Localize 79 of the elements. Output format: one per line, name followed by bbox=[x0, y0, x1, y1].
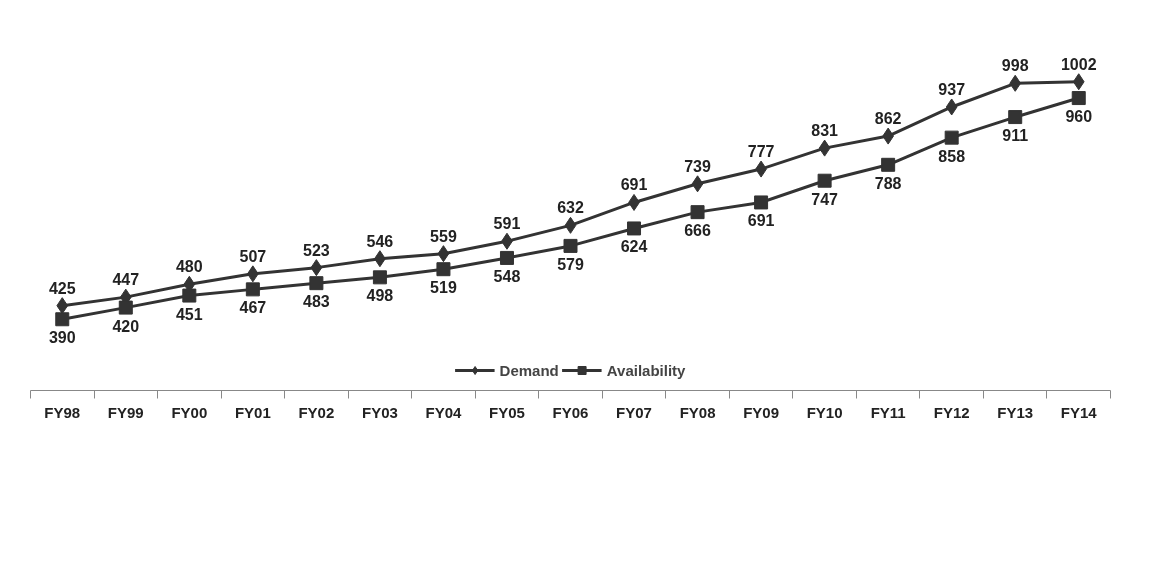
point bbox=[690, 205, 705, 220]
data-label: 498 bbox=[366, 287, 394, 305]
data-label: 998 bbox=[1001, 57, 1029, 75]
point bbox=[944, 130, 959, 145]
point bbox=[817, 173, 832, 188]
data-label: 447 bbox=[112, 271, 140, 289]
x-tick-label: FY07 bbox=[616, 403, 652, 421]
x-tick-label: FY00 bbox=[171, 403, 208, 421]
legend-label: Availability bbox=[606, 361, 686, 379]
x-tick-label: FY98 bbox=[44, 403, 81, 421]
point bbox=[118, 300, 133, 315]
data-label: 747 bbox=[811, 190, 839, 208]
x-tick-label: FY10 bbox=[806, 403, 843, 421]
data-label: 467 bbox=[239, 299, 267, 317]
data-label: 937 bbox=[938, 80, 966, 98]
data-label: 483 bbox=[303, 293, 330, 311]
point bbox=[1009, 74, 1022, 92]
point bbox=[1072, 73, 1085, 91]
data-label: 480 bbox=[175, 258, 203, 276]
x-tick-label: FY09 bbox=[743, 403, 780, 421]
data-label: 523 bbox=[303, 241, 330, 259]
point bbox=[627, 221, 642, 236]
data-label: 548 bbox=[493, 267, 521, 285]
data-label: 1002 bbox=[1060, 55, 1097, 73]
point bbox=[182, 288, 197, 303]
point bbox=[881, 157, 896, 172]
x-tick-label: FY12 bbox=[933, 403, 970, 421]
x-tick-label: FY99 bbox=[107, 403, 144, 421]
x-tick-label: FY14 bbox=[1060, 403, 1098, 421]
data-label: 691 bbox=[747, 212, 775, 230]
point bbox=[56, 297, 69, 315]
point bbox=[55, 312, 70, 327]
x-tick-label: FY06 bbox=[552, 403, 589, 421]
point bbox=[818, 139, 831, 157]
point bbox=[499, 250, 514, 265]
data-label: 519 bbox=[430, 279, 457, 297]
point bbox=[372, 270, 387, 285]
point bbox=[436, 262, 451, 277]
point bbox=[1008, 110, 1023, 125]
data-label: 777 bbox=[747, 143, 775, 161]
x-tick-label: FY03 bbox=[361, 403, 398, 421]
data-label: 862 bbox=[874, 110, 902, 128]
data-label: 420 bbox=[112, 317, 140, 335]
data-label: 546 bbox=[366, 232, 394, 250]
x-tick-label: FY04 bbox=[425, 403, 463, 421]
x-tick-label: FY01 bbox=[234, 403, 271, 421]
point bbox=[245, 282, 260, 297]
data-label: 559 bbox=[430, 227, 457, 245]
data-label: 591 bbox=[493, 215, 521, 233]
data-label: 691 bbox=[620, 176, 648, 194]
data-label: 425 bbox=[48, 279, 76, 297]
point bbox=[564, 216, 577, 234]
legend-label: Demand bbox=[499, 361, 559, 379]
x-tick-label: FY08 bbox=[679, 403, 716, 421]
data-label: 666 bbox=[684, 222, 712, 240]
point bbox=[1071, 91, 1086, 106]
data-label: 739 bbox=[684, 157, 712, 175]
data-label: 960 bbox=[1065, 108, 1093, 126]
point bbox=[563, 238, 578, 253]
point bbox=[691, 175, 704, 193]
point bbox=[754, 195, 769, 210]
x-tick-label: FY11 bbox=[870, 403, 906, 421]
data-label: 788 bbox=[874, 174, 902, 192]
x-tick-label: FY05 bbox=[489, 403, 525, 421]
data-label: 451 bbox=[175, 305, 203, 323]
data-label: 831 bbox=[811, 122, 839, 140]
data-label: 579 bbox=[557, 255, 584, 273]
x-tick-label: FY13 bbox=[997, 403, 1034, 421]
data-label: 624 bbox=[620, 238, 648, 256]
x-tick-label: FY02 bbox=[298, 403, 335, 421]
data-label: 390 bbox=[48, 329, 76, 347]
data-label: 858 bbox=[938, 147, 966, 165]
point bbox=[309, 276, 324, 291]
point bbox=[310, 259, 323, 277]
data-label: 632 bbox=[557, 199, 584, 217]
data-label: 911 bbox=[1002, 127, 1029, 145]
data-label: 507 bbox=[239, 247, 267, 265]
point bbox=[437, 245, 450, 263]
point bbox=[945, 98, 958, 116]
